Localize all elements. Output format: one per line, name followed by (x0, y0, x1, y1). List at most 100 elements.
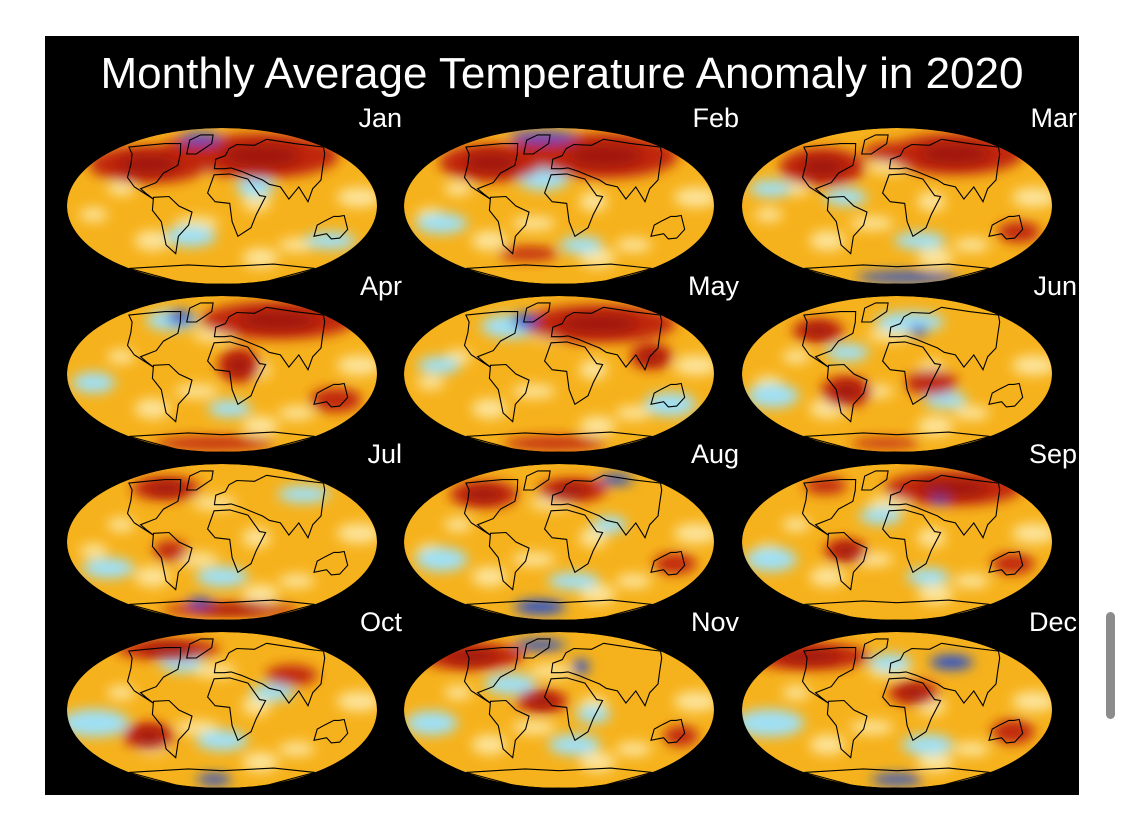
map-panel-feb: Feb (404, 103, 739, 286)
coastline (213, 642, 326, 707)
strong-warm-anomaly (554, 483, 590, 497)
coastline (881, 341, 942, 406)
coastline (803, 263, 991, 284)
cold-anomaly (906, 568, 950, 586)
warm-anomaly (653, 553, 697, 575)
cold-anomaly (236, 176, 275, 198)
coastline (463, 479, 519, 536)
map-panel-nov: Nov (404, 607, 739, 790)
coastline (128, 431, 316, 452)
strong-cold-anomaly (187, 597, 214, 608)
coastline (803, 599, 991, 620)
coastline (826, 195, 868, 255)
coastline (523, 302, 551, 323)
world-map (404, 464, 714, 620)
map-panel-dec: Dec (742, 607, 1077, 790)
strong-cold-anomaly (909, 325, 928, 336)
strong-warm-anomaly (528, 695, 555, 708)
cold-anomaly (576, 705, 611, 723)
warm-anomaly (991, 553, 1035, 575)
coastline (543, 341, 604, 406)
map-panel-jan: Jan (67, 103, 402, 286)
month-label: Mar (1030, 103, 1078, 133)
warm-anomaly (997, 221, 1041, 243)
cold-anomaly (644, 392, 696, 417)
coastline (988, 382, 1024, 408)
cold-anomaly (417, 356, 461, 374)
coastline (543, 509, 604, 574)
strong-warm-anomaly (148, 482, 184, 495)
coastline (861, 470, 889, 491)
warm-anomaly (862, 141, 932, 163)
map-panel-oct: Oct (67, 607, 402, 790)
coastline (313, 550, 349, 576)
coastline (523, 470, 551, 491)
coastline (888, 138, 1001, 203)
world-map (742, 128, 1052, 284)
map-panel-may: May (404, 271, 739, 454)
coastline (888, 642, 1001, 707)
month-label: May (687, 271, 739, 301)
coastline (650, 718, 686, 744)
month-label: Jan (358, 103, 402, 133)
month-label: Apr (359, 271, 402, 301)
coastline (126, 647, 182, 704)
cold-anomaly (250, 684, 294, 702)
cold-anomaly (304, 232, 356, 250)
coastline (650, 382, 686, 408)
coastline (550, 642, 663, 707)
strong-warm-anomaly (465, 153, 517, 173)
coastline (128, 599, 316, 620)
strong-warm-anomaly (800, 157, 844, 177)
warm-anomaly (503, 436, 607, 451)
strong-cold-anomaly (571, 659, 590, 674)
coastline (463, 647, 519, 704)
coastline (650, 550, 686, 576)
coastline (801, 311, 857, 368)
warm-anomaly (265, 664, 318, 686)
map-panel-apr: Apr (67, 271, 402, 454)
cold-anomaly (894, 232, 946, 250)
month-label: Oct (359, 607, 402, 637)
coastline (988, 214, 1024, 240)
coastline (465, 767, 653, 788)
cold-anomaly (548, 734, 601, 756)
coastline (826, 699, 868, 759)
cold-anomaly (415, 212, 468, 234)
strong-warm-anomaly (568, 144, 642, 167)
coastline (543, 173, 604, 238)
coastline (881, 677, 942, 742)
coastline (151, 699, 193, 759)
coastline (151, 363, 193, 423)
strong-warm-anomaly (833, 383, 860, 400)
coastline (488, 363, 530, 423)
strong-warm-anomaly (920, 143, 990, 165)
coastline (206, 341, 267, 406)
strong-warm-anomaly (119, 154, 180, 174)
map-panel-jul: Jul (67, 439, 402, 622)
month-label: Dec (1028, 607, 1077, 637)
strong-cold-anomaly (855, 271, 960, 283)
coastline (463, 143, 519, 200)
strong-warm-anomaly (239, 310, 317, 330)
map-panel-sep: Sep (742, 439, 1077, 622)
world-map (67, 632, 377, 788)
strong-warm-anomaly (136, 729, 162, 743)
coastline (650, 214, 686, 240)
strong-cold-anomaly (598, 474, 634, 485)
strong-warm-anomaly (228, 356, 250, 374)
coastline (213, 138, 326, 203)
coastline (186, 134, 214, 155)
strong-warm-anomaly (445, 649, 498, 664)
vertical-scrollbar[interactable] (1106, 612, 1115, 719)
coastline (213, 474, 326, 539)
strong-warm-anomaly (466, 487, 502, 502)
cold-anomaly (749, 180, 793, 198)
warm-anomaly (663, 725, 699, 747)
strong-warm-anomaly (834, 544, 857, 557)
cold-anomaly (825, 343, 869, 361)
strong-cold-anomaly (514, 600, 566, 614)
coastline (465, 263, 653, 284)
coastline (988, 550, 1024, 576)
coastline (206, 173, 267, 238)
